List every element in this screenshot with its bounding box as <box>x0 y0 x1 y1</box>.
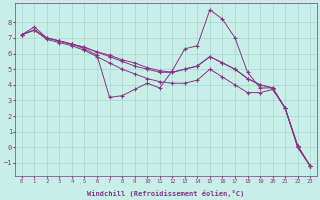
X-axis label: Windchill (Refroidissement éolien,°C): Windchill (Refroidissement éolien,°C) <box>87 190 244 197</box>
